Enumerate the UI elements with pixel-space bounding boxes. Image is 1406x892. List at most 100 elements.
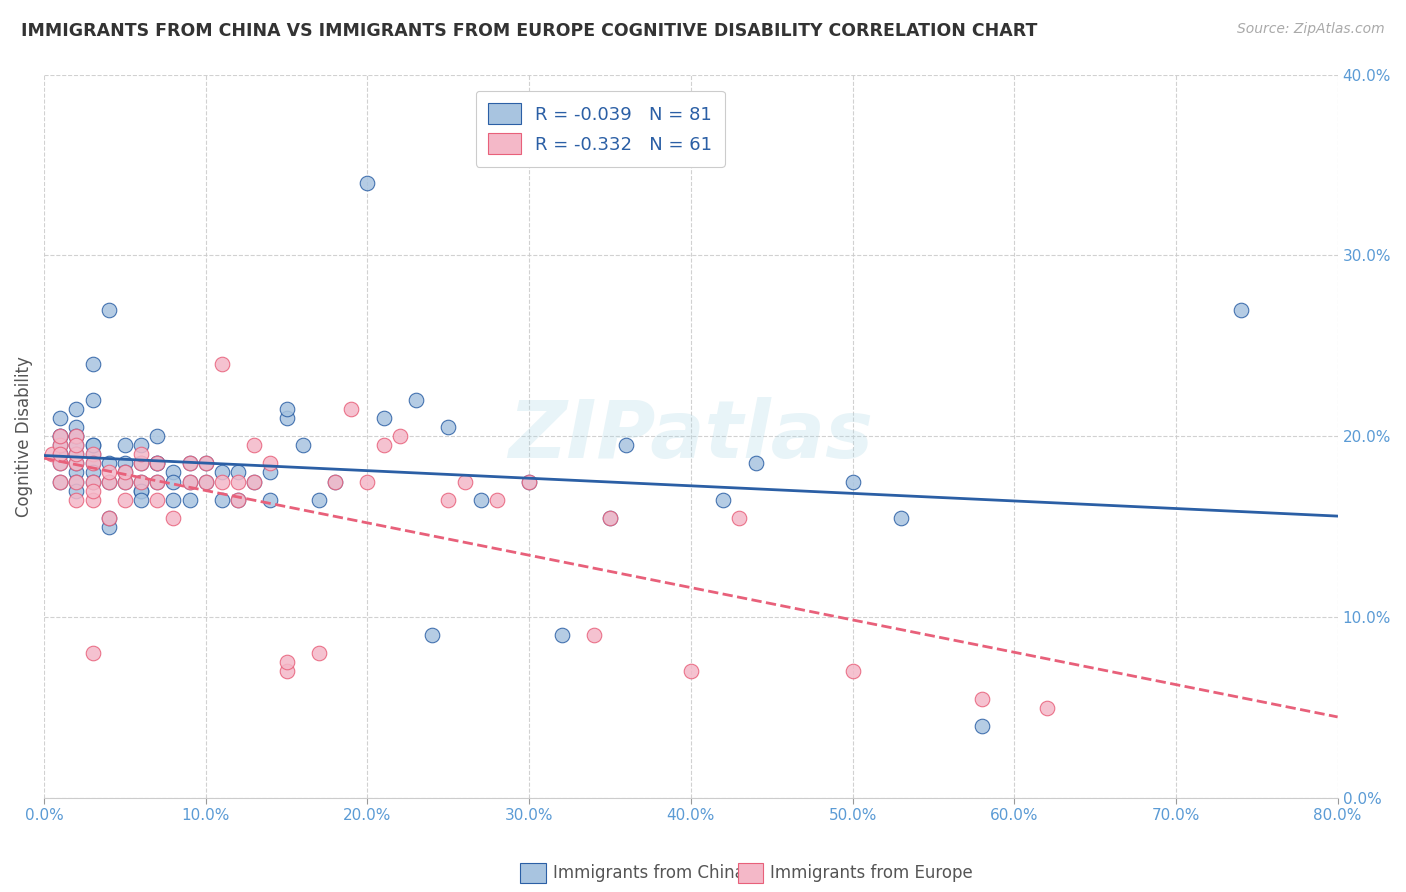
Point — [65, 429, 87, 443]
Point — [890, 510, 912, 524]
Point — [49, 447, 72, 461]
Point — [162, 510, 184, 524]
Point — [114, 457, 136, 471]
Point — [49, 438, 72, 452]
Point — [129, 475, 152, 489]
Point — [194, 457, 217, 471]
Text: ZIPatlas: ZIPatlas — [509, 397, 873, 475]
Point — [82, 438, 104, 452]
Point — [211, 357, 233, 371]
Point — [97, 475, 120, 489]
Point — [356, 475, 378, 489]
Point — [97, 475, 120, 489]
Point — [82, 457, 104, 471]
Point — [259, 457, 281, 471]
Point — [114, 438, 136, 452]
Point — [323, 475, 346, 489]
Point — [82, 438, 104, 452]
Point — [970, 691, 993, 706]
Point — [82, 466, 104, 480]
Point — [728, 510, 751, 524]
Point — [614, 438, 637, 452]
Point — [194, 457, 217, 471]
Point — [129, 447, 152, 461]
Text: Source: ZipAtlas.com: Source: ZipAtlas.com — [1237, 22, 1385, 37]
Point — [179, 492, 201, 507]
Point — [970, 719, 993, 733]
Point — [114, 466, 136, 480]
Point — [82, 475, 104, 489]
Point — [841, 475, 863, 489]
Point — [114, 466, 136, 480]
Text: Immigrants from China: Immigrants from China — [553, 864, 744, 882]
Text: IMMIGRANTS FROM CHINA VS IMMIGRANTS FROM EUROPE COGNITIVE DISABILITY CORRELATION: IMMIGRANTS FROM CHINA VS IMMIGRANTS FROM… — [21, 22, 1038, 40]
Point — [114, 492, 136, 507]
Point — [114, 475, 136, 489]
Point — [356, 176, 378, 190]
Point — [65, 457, 87, 471]
Point — [97, 466, 120, 480]
Point — [97, 302, 120, 317]
Point — [65, 420, 87, 434]
Point — [226, 466, 249, 480]
Point — [49, 447, 72, 461]
Point — [323, 475, 346, 489]
Point — [146, 429, 169, 443]
Point — [550, 628, 572, 642]
Point — [49, 438, 72, 452]
Point — [179, 457, 201, 471]
Point — [226, 492, 249, 507]
Point — [243, 438, 266, 452]
Point — [194, 475, 217, 489]
Point — [129, 438, 152, 452]
Point — [405, 393, 427, 408]
Point — [420, 628, 443, 642]
Point — [65, 492, 87, 507]
Point — [65, 457, 87, 471]
Point — [49, 457, 72, 471]
Point — [49, 429, 72, 443]
Point — [599, 510, 621, 524]
Point — [1035, 700, 1057, 714]
Point — [485, 492, 508, 507]
Legend: R = -0.039   N = 81, R = -0.332   N = 61: R = -0.039 N = 81, R = -0.332 N = 61 — [475, 91, 725, 167]
Point — [162, 466, 184, 480]
Point — [129, 483, 152, 498]
Point — [517, 475, 540, 489]
Point — [437, 420, 460, 434]
Point — [146, 475, 169, 489]
Point — [453, 475, 475, 489]
Point — [82, 357, 104, 371]
Point — [179, 475, 201, 489]
Point — [226, 475, 249, 489]
Point — [65, 475, 87, 489]
Point — [129, 457, 152, 471]
Point — [276, 411, 298, 425]
Point — [82, 475, 104, 489]
Point — [97, 510, 120, 524]
Point — [97, 510, 120, 524]
Point — [49, 411, 72, 425]
Point — [243, 475, 266, 489]
Point — [388, 429, 411, 443]
Point — [162, 492, 184, 507]
Y-axis label: Cognitive Disability: Cognitive Disability — [15, 356, 32, 516]
Point — [49, 457, 72, 471]
Point — [291, 438, 314, 452]
Point — [49, 447, 72, 461]
Point — [114, 475, 136, 489]
Point — [97, 520, 120, 534]
Text: Immigrants from Europe: Immigrants from Europe — [770, 864, 973, 882]
Point — [82, 447, 104, 461]
Point — [65, 466, 87, 480]
Point — [373, 438, 395, 452]
Point — [49, 475, 72, 489]
Point — [841, 665, 863, 679]
Point — [517, 475, 540, 489]
Point — [470, 492, 492, 507]
Point — [82, 447, 104, 461]
Point — [582, 628, 605, 642]
Point — [340, 402, 363, 417]
Point — [129, 483, 152, 498]
Point — [49, 429, 72, 443]
